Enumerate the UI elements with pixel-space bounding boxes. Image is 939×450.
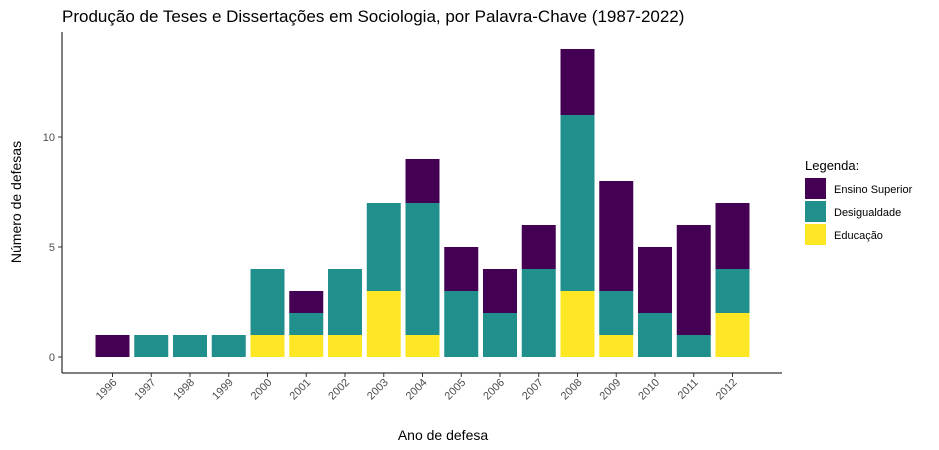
x-tick-label: 1998 <box>171 377 197 403</box>
bar-2010-desigualdade <box>638 313 672 357</box>
bar-2004-desigualdade <box>405 203 440 335</box>
bar-2002-educa-o <box>328 335 362 357</box>
x-tick-label: 2005 <box>443 377 469 403</box>
bar-2011-ensino-superior <box>676 225 711 335</box>
bar-2000-educa-o <box>250 335 285 357</box>
x-tick-label: 1997 <box>133 377 159 403</box>
y-axis-title: Número de defesas <box>8 141 24 263</box>
bar-2012-desigualdade <box>715 269 750 313</box>
x-tick-label: 2009 <box>598 377 624 403</box>
legend: Legenda: Ensino Superior Desigualdade Educ… <box>805 158 913 245</box>
y-tick-label: 0 <box>49 352 55 364</box>
bar-2010-ensino-superior <box>638 247 672 313</box>
bar-2000-desigualdade <box>250 269 285 335</box>
x-tick-label: 1996 <box>94 377 120 403</box>
chart-title: Produção de Teses e Dissertações em Soci… <box>62 7 684 26</box>
x-tick-label: 2003 <box>365 377 391 403</box>
bar-2012-educa-o <box>715 313 750 357</box>
x-tick-label: 2007 <box>520 377 546 403</box>
bar-2003-desigualdade <box>366 203 401 291</box>
x-tick-label: 2000 <box>249 377 275 403</box>
legend-title: Legenda: <box>805 158 859 173</box>
x-tick-label: 2012 <box>714 377 740 403</box>
bar-2003-educa-o <box>366 291 401 357</box>
bar-2004-educa-o <box>405 335 440 357</box>
bar-2005-ensino-superior <box>444 247 479 291</box>
bar-1997-desigualdade <box>134 335 169 357</box>
x-axis-title: Ano de defesa <box>398 427 489 443</box>
legend-key-educa-o <box>805 224 826 245</box>
x-tick-label: 2011 <box>676 377 701 402</box>
legend-key-ensino-superior <box>805 178 826 199</box>
bar-2012-ensino-superior <box>715 203 750 269</box>
bar-2005-desigualdade <box>444 291 479 357</box>
bar-1998-desigualdade <box>173 335 207 357</box>
y-tick-label: 10 <box>43 132 55 144</box>
bar-2006-desigualdade <box>483 313 517 357</box>
x-tick-label: 2010 <box>636 377 662 403</box>
bar-2008-educa-o <box>560 291 595 357</box>
x-ticks: 1996 1997 1998 1999 2000 2001 2002 2003 2004 2005… <box>94 373 740 402</box>
legend-label: Ensino Superior <box>834 184 913 196</box>
legend-label: Educação <box>834 230 883 242</box>
bar-2008-ensino-superior <box>560 49 595 115</box>
x-tick-label: 1999 <box>210 377 236 403</box>
bar-1996-ensino-superior <box>95 335 130 357</box>
bar-2009-educa-o <box>599 335 634 357</box>
bar-2001-educa-o <box>289 335 324 357</box>
bar-2004-ensino-superior <box>405 159 440 203</box>
y-tick-label: 5 <box>49 242 55 254</box>
bar-2009-ensino-superior <box>599 181 634 291</box>
bar-2001-ensino-superior <box>289 291 324 313</box>
bar-2001-desigualdade <box>289 313 324 335</box>
bar-1999-desigualdade <box>211 335 246 357</box>
y-ticks: 0 5 10 <box>43 132 62 364</box>
x-tick-label: 2008 <box>559 377 585 403</box>
legend-label: Desigualdade <box>834 207 901 219</box>
x-tick-label: 2006 <box>481 377 507 403</box>
x-tick-label: 2004 <box>404 377 430 403</box>
bars-layer <box>95 49 750 357</box>
bar-2002-desigualdade <box>328 269 362 335</box>
x-tick-label: 2001 <box>288 377 314 403</box>
x-tick-label: 2002 <box>326 377 352 403</box>
legend-key-desigualdade <box>805 201 826 222</box>
bar-2011-desigualdade <box>676 335 711 357</box>
bar-2006-ensino-superior <box>483 269 517 313</box>
bar-2009-desigualdade <box>599 291 634 335</box>
bar-2007-desigualdade <box>521 269 556 357</box>
bar-2008-desigualdade <box>560 115 595 291</box>
bar-2007-ensino-superior <box>521 225 556 269</box>
